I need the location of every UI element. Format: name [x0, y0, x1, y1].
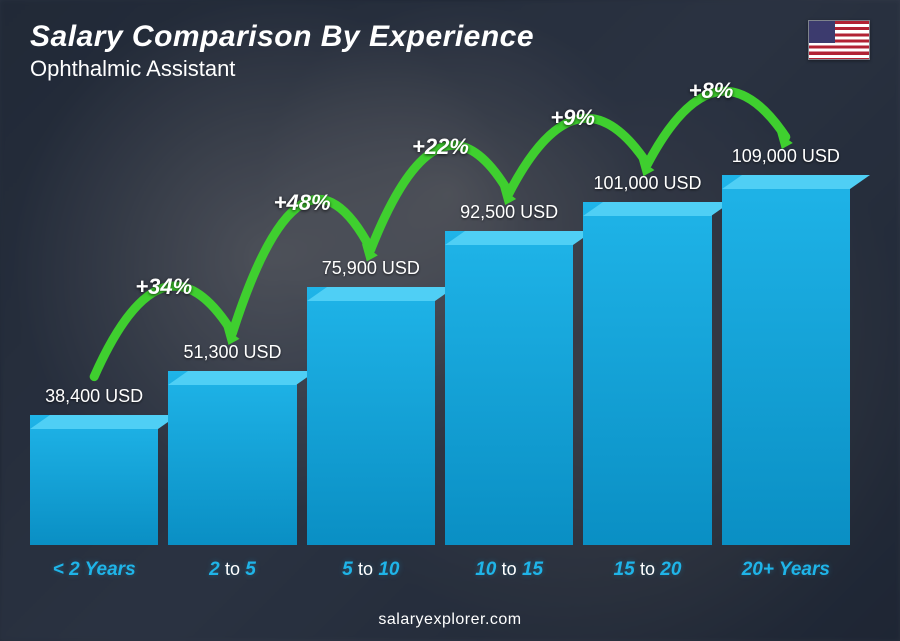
delta-label: +22% — [412, 134, 469, 160]
bar-chart: 38,400 USD < 2 Years 51,300 USD 2 to 5 75,90… — [30, 101, 850, 581]
bar-slot: 92,500 USD 10 to 15 — [445, 202, 573, 581]
page-subtitle: Ophthalmic Assistant — [30, 56, 534, 82]
bar-value-label: 92,500 USD — [460, 202, 558, 223]
bar — [168, 371, 296, 545]
delta-label: +48% — [274, 190, 331, 216]
title-block: Salary Comparison By Experience Ophthalm… — [30, 20, 534, 82]
bar — [583, 202, 711, 545]
delta-label: +8% — [689, 78, 734, 104]
category-label: 5 to 10 — [342, 559, 399, 581]
bar — [722, 175, 850, 545]
bar-slot: 38,400 USD < 2 Years — [30, 386, 158, 581]
bar-value-label: 101,000 USD — [593, 173, 701, 194]
bar-value-label: 109,000 USD — [732, 146, 840, 167]
footer-brand: salaryexplorer.com — [0, 611, 900, 629]
bar — [445, 231, 573, 545]
category-label: 20+ Years — [742, 559, 830, 581]
delta-label: +34% — [135, 274, 192, 300]
category-label: 10 to 15 — [475, 559, 543, 581]
bar-slot: 109,000 USD 20+ Years — [722, 146, 850, 581]
bar-value-label: 75,900 USD — [322, 258, 420, 279]
bar — [30, 415, 158, 545]
header: Salary Comparison By Experience Ophthalm… — [30, 20, 870, 82]
country-flag-icon — [808, 20, 870, 60]
category-label: 2 to 5 — [209, 559, 256, 581]
page-title: Salary Comparison By Experience — [30, 20, 534, 54]
bar-value-label: 38,400 USD — [45, 386, 143, 407]
bar-value-label: 51,300 USD — [183, 342, 281, 363]
chart-container: Salary Comparison By Experience Ophthalm… — [0, 0, 900, 641]
category-label: < 2 Years — [53, 559, 136, 581]
bar — [307, 287, 435, 545]
bar-slot: 75,900 USD 5 to 10 — [307, 258, 435, 581]
bar-slot: 101,000 USD 15 to 20 — [583, 173, 711, 581]
delta-label: +9% — [550, 105, 595, 131]
category-label: 15 to 20 — [614, 559, 682, 581]
bar-slot: 51,300 USD 2 to 5 — [168, 342, 296, 581]
